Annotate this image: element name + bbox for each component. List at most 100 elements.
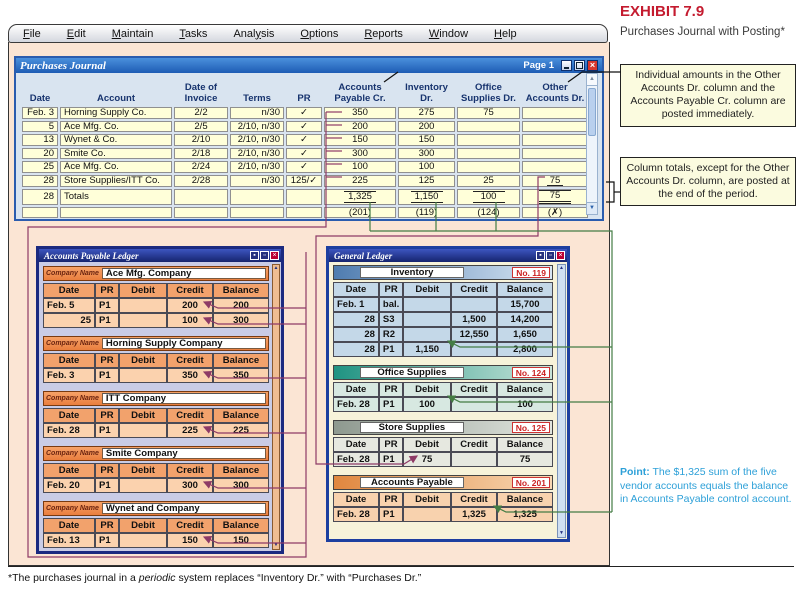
ledger-column-header: Balance: [213, 518, 269, 533]
journal-cell: 5: [22, 120, 58, 132]
gl-account-header-bar: Accounts Payable No. 201: [333, 475, 553, 490]
gl-account-name-input[interactable]: Office Supplies: [359, 367, 464, 378]
minimize-button[interactable]: [561, 60, 572, 71]
ledger-column-header: PR: [379, 492, 403, 507]
journal-cell: 2/10, n/30: [230, 147, 284, 159]
scrollbar-thumb[interactable]: [588, 88, 596, 136]
ledger-cell: [119, 423, 167, 438]
gl-account-name-input[interactable]: Inventory: [360, 267, 465, 278]
scroll-up-icon[interactable]: ▲: [273, 265, 279, 271]
ledger-cell: 28: [333, 327, 379, 342]
journal-title-bar[interactable]: Purchases Journal Page 1 ×: [16, 58, 602, 73]
journal-cell: 2/10, n/30: [230, 161, 284, 173]
journal-column-header: Accounts Payable Cr.: [334, 82, 386, 104]
close-button[interactable]: ×: [270, 251, 279, 260]
company-name-input[interactable]: Ace Mfg. Company: [101, 268, 266, 279]
ap-ledger-scrollbar[interactable]: ▲ ▼: [272, 264, 280, 550]
journal-scrollbar[interactable]: ▲ ▼: [586, 73, 598, 215]
exhibit-label: EXHIBIT 7.9: [620, 3, 705, 20]
journal-cell: 275: [398, 107, 455, 119]
ledger-column-header: Debit: [119, 408, 167, 423]
journal-row: 13 Wynet & Co. 2/10 2/10, n/30 ✓ 150 150: [22, 134, 588, 146]
menu-item-tasks[interactable]: Tasks: [179, 27, 208, 40]
gl-scrollbar[interactable]: ▲ ▼: [557, 264, 566, 538]
company-name-label: Company Name: [46, 340, 99, 347]
ledger-row: 28 P1 1,150 2,800: [333, 342, 553, 357]
ledger-table: Date PR Debit Credit Balance Feb. 28 P1 225 225: [43, 408, 269, 438]
company-name-input[interactable]: Wynet and Company: [101, 503, 266, 514]
journal-cell: [457, 120, 520, 132]
gl-title-bar[interactable]: General Ledger ▪ ▫ ×: [329, 249, 567, 262]
ledger-cell: 1,500: [451, 312, 498, 327]
scroll-down-icon[interactable]: ▼: [559, 530, 564, 536]
ledger-column-header: Credit: [167, 518, 213, 533]
journal-cell: [174, 189, 228, 205]
ledger-cell: P1: [379, 397, 403, 412]
journal-cell: 28: [22, 174, 58, 187]
ledger-cell: 1,325: [497, 507, 553, 522]
minimize-button[interactable]: ▪: [250, 251, 259, 260]
journal-cell: Smite Co.: [60, 147, 172, 159]
ledger-table: Date PR Debit Credit Balance Feb. 5 P1 200 200 25…: [43, 283, 269, 328]
journal-cell: 100: [457, 189, 520, 205]
ledger-column-header: Balance: [213, 283, 269, 298]
company-name-input[interactable]: Horning Supply Company: [101, 338, 266, 349]
scroll-up-icon[interactable]: ▲: [587, 74, 597, 86]
journal-column-header: Terms: [243, 92, 271, 104]
close-button[interactable]: ×: [587, 60, 598, 71]
ledger-row: 28 R2 12,550 1,650: [333, 327, 553, 342]
gl-account-number-badge: No. 201: [511, 477, 550, 488]
ledger-table: Date PR Debit Credit Balance Feb. 3 P1 350 350: [43, 353, 269, 383]
maximize-button[interactable]: ▫: [260, 251, 269, 260]
ledger-cell: [119, 368, 167, 383]
scroll-down-icon[interactable]: ▼: [587, 202, 597, 214]
journal-cell: 13: [22, 134, 58, 146]
scroll-down-icon[interactable]: ▼: [273, 542, 279, 548]
menu-item-help[interactable]: Help: [494, 27, 517, 40]
ledger-cell: [451, 397, 497, 412]
journal-row: 25 Ace Mfg. Co. 2/24 2/10, n/30 ✓ 100 100: [22, 161, 588, 173]
maximize-button[interactable]: ▫: [546, 251, 555, 260]
menu-item-analysis[interactable]: Analysis: [233, 27, 275, 40]
ledger-cell: 28: [333, 342, 379, 357]
gl-client-area: Inventory No. 119 Date PR Debit Credit Balance…: [329, 262, 555, 539]
gl-account-number-badge: No. 125: [511, 422, 550, 433]
journal-cell: 75: [522, 189, 588, 205]
menu-item-maintain[interactable]: Maintain: [111, 27, 154, 40]
menu-item-edit[interactable]: Edit: [66, 27, 86, 40]
vendor-account-section: Company Name Wynet and Company Date PR Debit…: [43, 501, 269, 548]
close-icon: ×: [272, 252, 277, 259]
journal-cell: (201): [324, 206, 396, 218]
menu-item-options[interactable]: Options: [300, 27, 339, 40]
ledger-table: Date PR Debit Credit Balance Feb. 28 P1 100 100: [333, 382, 553, 412]
ledger-cell: 225: [213, 423, 269, 438]
ap-ledger-title-bar[interactable]: Accounts Payable Ledger ▪ ▫ ×: [39, 249, 281, 262]
close-button[interactable]: ×: [556, 251, 565, 260]
journal-column-header: Date of Invoice: [184, 82, 218, 104]
ledger-row: Feb. 28 P1 1,325 1,325: [333, 507, 553, 522]
ledger-row: Feb. 28 P1 225 225: [43, 423, 269, 438]
ledger-column-header: Credit: [451, 437, 497, 452]
ledger-cell: [451, 452, 497, 467]
gl-account-header-bar: Office Supplies No. 124: [333, 365, 553, 380]
journal-cell: 75: [522, 174, 588, 187]
journal-cell: 225: [324, 174, 396, 187]
menu-item-reports[interactable]: Reports: [364, 27, 403, 40]
gl-account-name-input[interactable]: Store Supplies: [359, 422, 464, 433]
ledger-cell: P1: [95, 478, 119, 493]
gl-account-name-input[interactable]: Accounts Payable: [359, 477, 464, 488]
ledger-row: 28 S3 1,500 14,200: [333, 312, 553, 327]
ledger-cell: 2,800: [497, 342, 553, 357]
scroll-up-icon[interactable]: ▲: [559, 265, 564, 271]
note-column-totals: Column totals, except for the Other Acco…: [620, 157, 796, 207]
company-name-input[interactable]: ITT Company: [101, 393, 266, 404]
ledger-cell: P1: [95, 533, 119, 548]
company-name-input[interactable]: Smite Company: [101, 448, 266, 459]
minimize-button[interactable]: ▪: [536, 251, 545, 260]
journal-row: 20 Smite Co. 2/18 2/10, n/30 ✓ 300 300: [22, 147, 588, 159]
maximize-button[interactable]: [574, 60, 585, 71]
menu-item-file[interactable]: File: [23, 27, 41, 40]
journal-cell: [522, 134, 588, 146]
journal-row: 5 Ace Mfg. Co. 2/5 2/10, n/30 ✓ 200 200: [22, 120, 588, 132]
menu-item-window[interactable]: Window: [428, 27, 469, 40]
